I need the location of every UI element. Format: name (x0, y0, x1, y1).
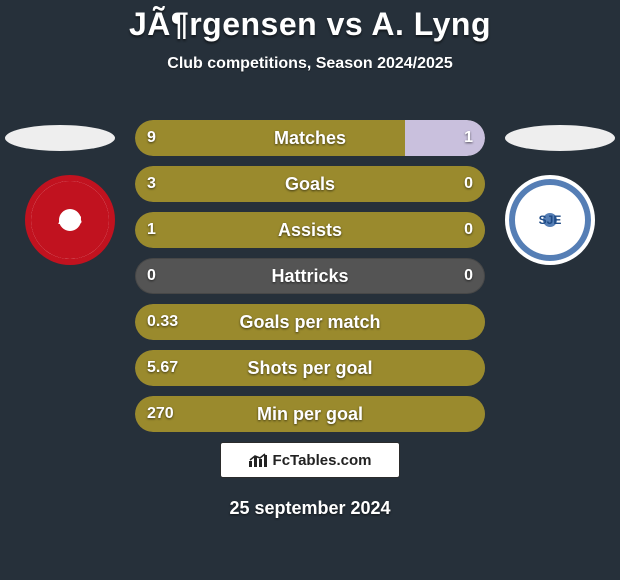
stat-fill-left (135, 212, 485, 248)
page-title: JÃ¶rgensen vs A. Lyng (0, 6, 620, 43)
stat-fill-left (135, 166, 485, 202)
footer-date: 25 september 2024 (0, 498, 620, 519)
shadow-oval-right (505, 125, 615, 151)
brand-text: FcTables.com (273, 452, 372, 469)
brand-badge[interactable]: FcTables.com (220, 442, 400, 478)
stat-row-min-per-goal: 270Min per goal (135, 396, 485, 432)
shadow-oval-left (5, 125, 115, 151)
stat-value-left: 0 (147, 258, 156, 294)
stat-row-assists: 10Assists (135, 212, 485, 248)
team-logo-left: AaB (25, 175, 115, 265)
stat-row-goals: 30Goals (135, 166, 485, 202)
team-logo-right: SJE (505, 175, 595, 265)
team-logo-left-text: AaB (58, 213, 82, 227)
chart-icon (249, 453, 267, 467)
stat-label: Hattricks (135, 258, 485, 294)
page-subtitle: Club competitions, Season 2024/2025 (0, 55, 620, 73)
team-logo-right-text: SJE (539, 213, 562, 227)
stat-fill-left (135, 120, 405, 156)
stat-row-hattricks: 0 0Hattricks (135, 258, 485, 294)
stat-fill-left (135, 396, 485, 432)
stat-row-matches: 91Matches (135, 120, 485, 156)
stat-fill-right (405, 120, 486, 156)
stat-value-right: 0 (464, 258, 473, 294)
comparison-bars: 91Matches 30Goals 10Assists 0 0Hattricks 0.33… (135, 120, 485, 442)
stat-row-shots-per-goal: 5.67Shots per goal (135, 350, 485, 386)
stat-row-goals-per-match: 0.33Goals per match (135, 304, 485, 340)
stat-fill-left (135, 350, 485, 386)
stat-fill-left (135, 304, 485, 340)
